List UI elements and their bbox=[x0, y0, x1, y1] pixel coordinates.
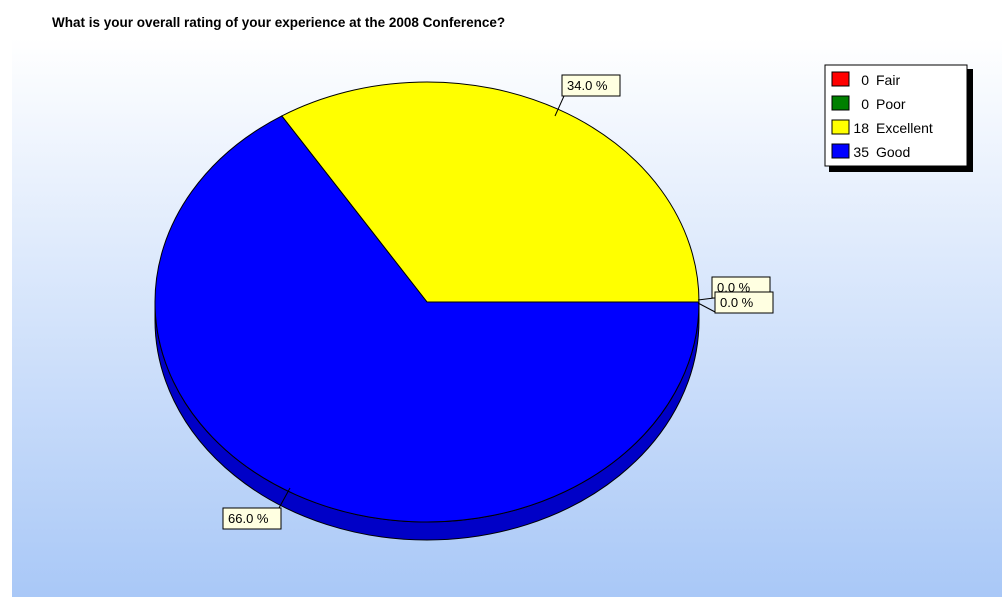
pie-slices bbox=[154, 81, 700, 523]
legend-label-fair: Fair bbox=[876, 72, 900, 88]
legend-count-poor: 0 bbox=[861, 96, 869, 112]
legend-swatch-fair bbox=[831, 71, 850, 87]
data-label-good: 66.0 % bbox=[228, 511, 269, 526]
data-label-fair: 0.0 % bbox=[717, 280, 751, 295]
legend-count-excellent: 18 bbox=[853, 120, 869, 136]
pie-data-labels: 0.0 %0.0 % 34.0 % 66.0 % bbox=[222, 74, 774, 530]
legend-count-fair: 0 bbox=[861, 72, 869, 88]
data-label-poor: 0.0 % bbox=[720, 295, 754, 310]
legend-label-good: Good bbox=[876, 144, 910, 160]
data-label-box-good bbox=[222, 507, 282, 530]
data-label-excellent: 34.0 % bbox=[567, 78, 608, 93]
legend-swatch-poor bbox=[831, 95, 850, 111]
leader-line-poor bbox=[697, 302, 718, 314]
data-label-box-poor bbox=[714, 291, 774, 314]
leader-line-good bbox=[278, 487, 291, 509]
legend-label-poor: Poor bbox=[876, 96, 906, 112]
chart-title: What is your overall rating of your expe… bbox=[52, 15, 505, 30]
legend-swatch-excellent bbox=[831, 119, 850, 135]
legend-swatch-good bbox=[831, 143, 850, 159]
slice-good bbox=[154, 115, 700, 523]
leader-line-fair bbox=[697, 297, 715, 301]
legend-count-good: 35 bbox=[853, 144, 869, 160]
legend-label-excellent: Excellent bbox=[876, 120, 933, 136]
data-label-box-excellent bbox=[561, 74, 621, 97]
legend: 0 Fair 0 Poor 18 Excellent 35 Good bbox=[824, 64, 973, 172]
leader-line-excellent bbox=[554, 95, 565, 117]
